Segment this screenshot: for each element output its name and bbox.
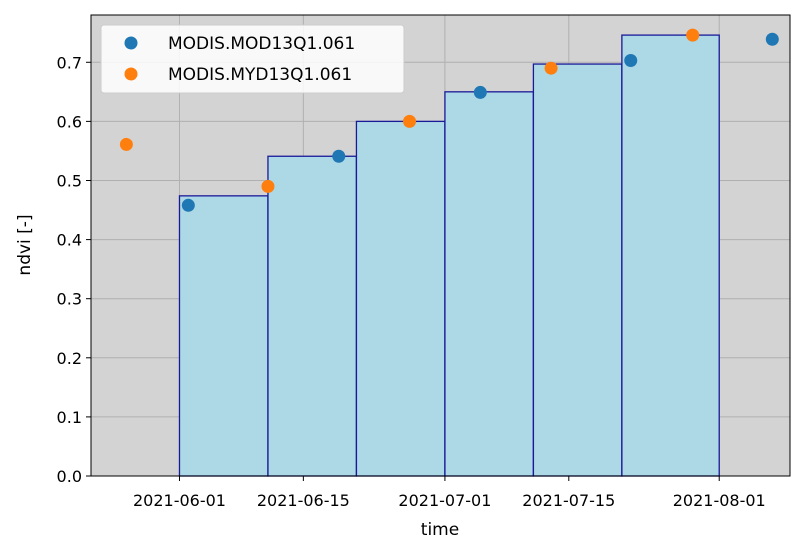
scatter-point — [473, 85, 487, 99]
y-tick-label: 0.4 — [57, 231, 82, 250]
x-tick-label: 2021-07-01 — [398, 491, 491, 510]
y-tick-label: 0.3 — [57, 290, 82, 309]
legend: MODIS.MOD13Q1.061 MODIS.MYD13Q1.061 — [100, 24, 405, 94]
y-axis-ticks: 0.0 0.1 0.2 0.3 0.4 0.5 0.6 0.7 — [57, 53, 91, 486]
x-tick-label: 2021-08-01 — [673, 491, 766, 510]
step-bar — [267, 155, 358, 477]
x-tick-label: 2021-07-15 — [522, 491, 615, 510]
x-tick-label: 2021-06-01 — [133, 491, 226, 510]
step-bars — [178, 34, 720, 477]
y-tick-label: 0.2 — [57, 349, 82, 368]
y-tick-label: 0.5 — [57, 171, 82, 190]
legend-label: MODIS.MYD13Q1.061 — [168, 65, 352, 85]
x-axis-ticks: 2021-06-01 2021-06-15 2021-07-01 2021-07-15… — [133, 476, 766, 510]
scatter-point — [261, 179, 275, 193]
legend-marker — [124, 36, 138, 50]
scatter-point — [765, 32, 779, 46]
scatter-point — [544, 61, 558, 75]
step-bar — [532, 63, 623, 477]
scatter-points — [119, 28, 779, 212]
plot-frame — [90, 14, 791, 477]
scatter-point — [332, 149, 346, 163]
legend-marker — [124, 67, 138, 81]
y-tick-label: 0.7 — [57, 53, 82, 72]
scatter-point — [686, 28, 700, 42]
scatter-point — [119, 137, 133, 151]
y-tick-label: 0.6 — [57, 112, 82, 131]
step-bar — [444, 91, 535, 477]
x-tick-label: 2021-06-15 — [257, 491, 350, 510]
scatter-point — [181, 198, 195, 212]
x-axis-label: time — [421, 520, 459, 540]
y-tick-label: 0.0 — [57, 467, 82, 486]
legend-box — [100, 24, 405, 94]
y-axis-label: ndvi [-] — [15, 214, 35, 275]
step-bar — [178, 195, 269, 477]
y-tick-label: 0.1 — [57, 408, 82, 427]
scatter-point — [403, 114, 417, 128]
legend-label: MODIS.MOD13Q1.061 — [168, 34, 355, 54]
step-bar — [621, 34, 720, 477]
scatter-point — [624, 54, 638, 68]
step-bar — [355, 120, 446, 477]
